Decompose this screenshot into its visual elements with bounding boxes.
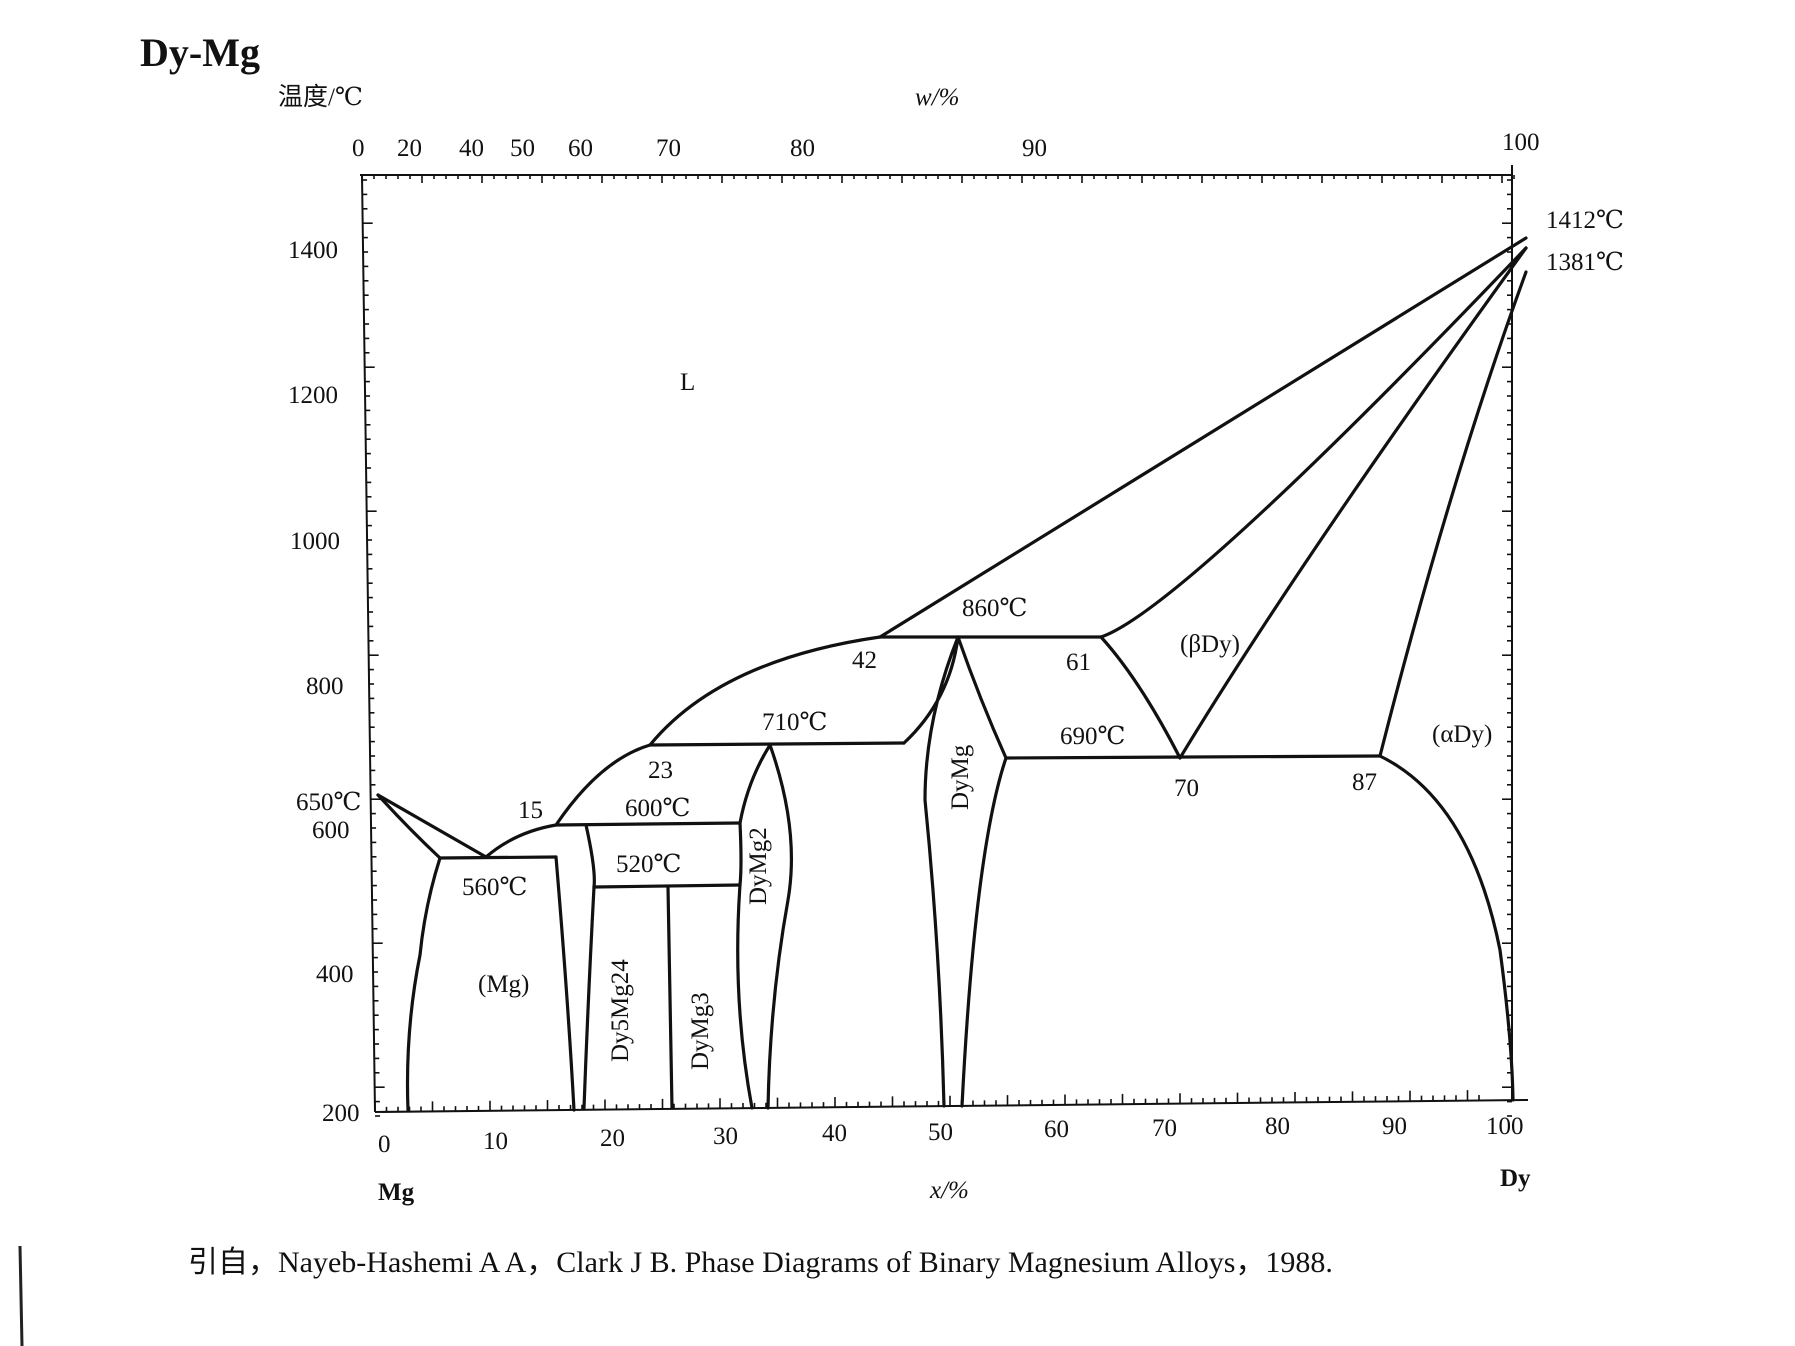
y-tick-label: 200 xyxy=(322,1100,360,1127)
bottom-tick-label: 10 xyxy=(483,1128,508,1155)
temp-label: 860℃ xyxy=(962,595,1027,622)
top-tick-label: 0 xyxy=(352,135,365,162)
phase-label-dymg3: DyMg3 xyxy=(687,992,714,1070)
phase-label-dymg: DyMg xyxy=(947,744,974,810)
composition-label: 23 xyxy=(648,757,673,784)
composition-labels: 15 23 42 61 70 87 xyxy=(518,647,1377,824)
isotherm-690 xyxy=(1004,754,1382,760)
isotherm-710 xyxy=(648,741,906,747)
bottom-tick-label: 100 xyxy=(1486,1113,1524,1140)
solvus-mg xyxy=(405,856,442,1112)
liquidus-mg xyxy=(376,793,488,859)
bottom-tick-label: 80 xyxy=(1265,1113,1290,1140)
temperature-labels: 650℃ 1412℃ 1381℃ 560℃ 600℃ 520℃ 710℃ 860… xyxy=(296,207,1624,901)
temp-label: 560℃ xyxy=(462,874,527,901)
top-tick-labels: 0 20 40 50 60 70 80 90 100 xyxy=(352,129,1540,162)
top-axis-label: w/% xyxy=(915,84,959,111)
temp-label: 1381℃ xyxy=(1546,249,1624,276)
alpha-left xyxy=(1378,270,1528,758)
liquidus-dy-upper xyxy=(878,236,1528,639)
temp-label: 1412℃ xyxy=(1546,207,1624,234)
temp-label: 650℃ xyxy=(296,789,361,816)
composition-label: 70 xyxy=(1174,775,1199,802)
y-axis-label: 温度/℃ xyxy=(278,83,363,111)
top-tick-label: 70 xyxy=(656,135,681,162)
dymg2-right xyxy=(766,743,794,1110)
phase-labels: L (Mg) (βDy) (αDy) Dy5Mg24 DyMg3 DyMg2 D… xyxy=(478,369,1492,1070)
bottom-axis-label: x/% xyxy=(929,1177,969,1204)
y-tick-label: 1400 xyxy=(288,237,338,264)
liquidus-mid xyxy=(484,635,882,859)
right-element-label: Dy xyxy=(1500,1165,1531,1192)
dymg-right xyxy=(956,635,1008,1108)
y-tick-label: 600 xyxy=(312,817,350,844)
phase-label-dymg2: DyMg2 xyxy=(745,827,772,905)
composition-label: 87 xyxy=(1352,769,1377,796)
dymg-left xyxy=(902,635,960,1108)
composition-label: 42 xyxy=(852,647,877,674)
top-tick-label: 20 xyxy=(397,135,422,162)
top-tick-label: 50 xyxy=(510,135,535,162)
beta-right xyxy=(1178,246,1528,760)
top-tick-label: 60 xyxy=(568,135,593,162)
bottom-tick-label: 90 xyxy=(1382,1113,1407,1140)
composition-label: 15 xyxy=(518,797,543,824)
phase-label-beta-dy: (βDy) xyxy=(1180,631,1240,658)
y-tick-label: 1200 xyxy=(288,382,338,409)
y-tick-label: 1000 xyxy=(290,528,340,555)
bottom-tick-label: 30 xyxy=(713,1123,738,1150)
phase-label-liquid: L xyxy=(680,369,695,396)
phase-boundaries xyxy=(376,236,1528,1112)
solidus-mg xyxy=(376,793,442,860)
reference-citation: 引自，Nayeb-Hashemi A A，Clark J B. Phase Di… xyxy=(188,1246,1333,1279)
top-tick-label: 40 xyxy=(459,135,484,162)
temp-label: 710℃ xyxy=(762,709,827,736)
diagram-title: Dy-Mg xyxy=(140,30,260,75)
bottom-tick-label: 50 xyxy=(928,1119,953,1146)
alpha-solvus xyxy=(1378,754,1515,1102)
y-tick-label: 800 xyxy=(306,673,344,700)
beta-left xyxy=(1099,635,1182,760)
tick-marks xyxy=(361,175,1515,1117)
dy5mg24-left xyxy=(554,855,576,1112)
bottom-tick-label: 70 xyxy=(1152,1115,1177,1142)
isotherm-600 xyxy=(554,821,742,827)
top-tick-label: 80 xyxy=(790,135,815,162)
bottom-tick-label: 0 xyxy=(378,1131,391,1158)
dy5mg24-left2 xyxy=(582,823,596,1110)
y-tick-labels: 1400 1200 1000 800 600 400 200 xyxy=(288,237,360,1127)
phase-label-alpha-dy: (αDy) xyxy=(1432,721,1492,748)
liquidus-beta xyxy=(1099,246,1528,639)
bottom-tick-labels: 0 10 20 30 40 50 60 70 80 90 100 xyxy=(378,1113,1524,1158)
scan-edge-mark xyxy=(18,1245,24,1346)
isotherm-560 xyxy=(438,855,558,860)
y-tick-label: 400 xyxy=(316,961,354,988)
bottom-tick-label: 20 xyxy=(600,1125,625,1152)
dymg3-line xyxy=(666,885,674,1110)
bottom-tick-label: 40 xyxy=(822,1120,847,1147)
temp-label: 600℃ xyxy=(625,795,690,822)
top-tick-label: 100 xyxy=(1502,129,1540,156)
dymg2-top xyxy=(738,743,772,825)
phase-label-dy5mg24: Dy5Mg24 xyxy=(607,959,634,1062)
composition-label: 61 xyxy=(1066,649,1091,676)
temp-label: 690℃ xyxy=(1060,723,1125,750)
temp-label: 520℃ xyxy=(616,851,681,878)
phase-label-mg: (Mg) xyxy=(478,971,529,998)
top-tick-label: 90 xyxy=(1022,135,1047,162)
bottom-tick-label: 60 xyxy=(1044,1116,1069,1143)
left-element-label: Mg xyxy=(378,1179,415,1206)
dymg2-left xyxy=(736,821,754,1110)
plot-frame xyxy=(360,165,1529,1113)
